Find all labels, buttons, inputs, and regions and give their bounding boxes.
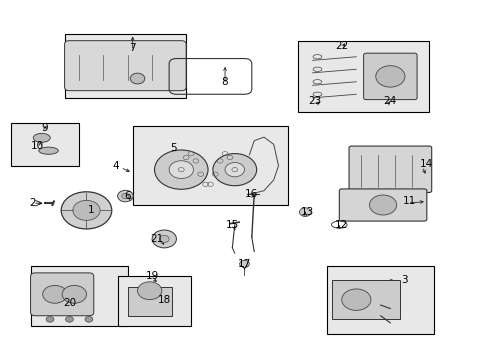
Bar — [11, 123, 79, 166]
Text: 11: 11 — [403, 197, 416, 206]
Text: 24: 24 — [383, 96, 396, 107]
Text: 3: 3 — [401, 275, 407, 285]
Circle shape — [154, 150, 207, 189]
Circle shape — [73, 201, 100, 220]
Circle shape — [61, 192, 112, 229]
FancyBboxPatch shape — [348, 146, 431, 193]
Text: 18: 18 — [157, 295, 170, 305]
FancyBboxPatch shape — [64, 41, 186, 91]
Ellipse shape — [33, 134, 50, 142]
Text: 21: 21 — [150, 234, 163, 244]
FancyBboxPatch shape — [339, 189, 426, 221]
Text: 12: 12 — [334, 220, 347, 230]
Circle shape — [159, 235, 169, 243]
Bar — [30, 266, 127, 327]
Text: 10: 10 — [31, 141, 44, 151]
Circle shape — [152, 230, 176, 248]
Ellipse shape — [122, 193, 129, 199]
Text: 7: 7 — [129, 43, 136, 53]
Circle shape — [42, 285, 67, 303]
Circle shape — [65, 316, 73, 322]
Circle shape — [137, 282, 162, 300]
Bar — [331, 280, 399, 319]
Text: 17: 17 — [237, 259, 251, 269]
Circle shape — [224, 162, 244, 177]
Circle shape — [85, 316, 93, 322]
Circle shape — [130, 73, 144, 84]
Ellipse shape — [117, 190, 133, 202]
Text: 20: 20 — [63, 298, 76, 308]
Circle shape — [62, 285, 86, 303]
Ellipse shape — [39, 147, 58, 154]
Text: 4: 4 — [112, 161, 119, 171]
Text: 13: 13 — [301, 207, 314, 217]
Bar — [326, 266, 433, 334]
FancyBboxPatch shape — [30, 273, 94, 316]
Bar — [127, 287, 171, 316]
Circle shape — [46, 316, 54, 322]
Text: 14: 14 — [419, 159, 432, 169]
Text: 15: 15 — [225, 220, 239, 230]
Bar — [64, 33, 186, 98]
Circle shape — [239, 260, 249, 267]
Bar — [132, 126, 287, 205]
Bar — [297, 41, 428, 112]
Text: 22: 22 — [334, 41, 347, 51]
Circle shape — [212, 154, 256, 186]
FancyBboxPatch shape — [363, 53, 416, 100]
Circle shape — [341, 289, 370, 310]
Text: 23: 23 — [308, 96, 321, 107]
Circle shape — [299, 208, 310, 216]
Text: 9: 9 — [42, 123, 48, 133]
Text: 6: 6 — [124, 191, 131, 201]
Text: 1: 1 — [88, 205, 95, 215]
Circle shape — [169, 161, 193, 179]
Circle shape — [375, 66, 404, 87]
Text: 16: 16 — [244, 189, 258, 199]
Text: 8: 8 — [221, 77, 228, 87]
Bar — [118, 276, 191, 327]
Circle shape — [369, 195, 396, 215]
Text: 2: 2 — [30, 198, 36, 208]
Text: 19: 19 — [145, 271, 159, 282]
Text: 5: 5 — [170, 143, 177, 153]
